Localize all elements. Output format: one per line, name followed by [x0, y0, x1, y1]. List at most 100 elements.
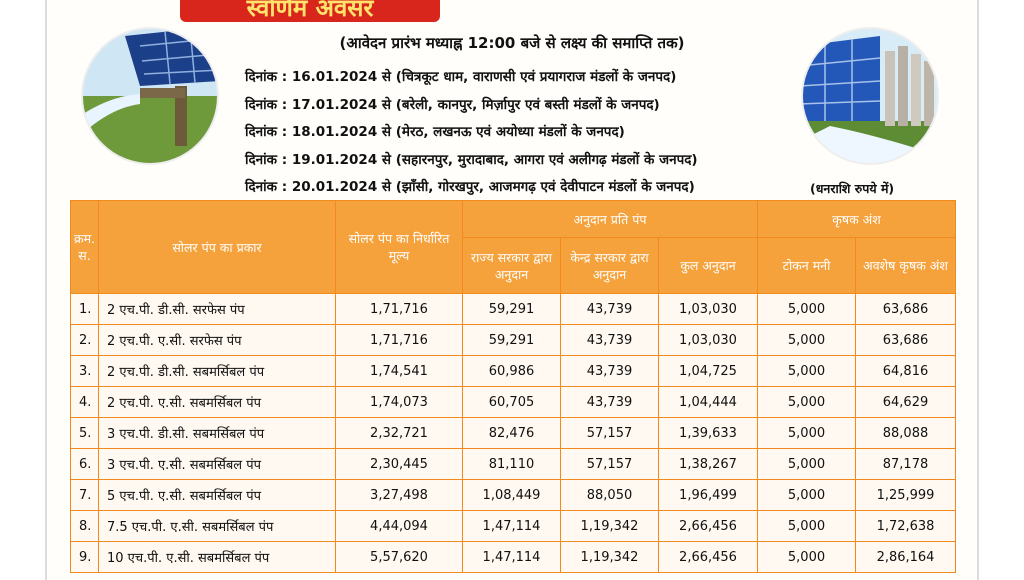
header-cell: टोकन मनी — [757, 237, 856, 294]
table-cell: 5,000 — [757, 355, 856, 387]
table-cell: 82,476 — [462, 417, 561, 449]
table-cell: 81,110 — [462, 448, 561, 480]
pump-type-cell: 10 एच.पी. ए.सी. सबमर्सिबल पंप — [98, 541, 336, 573]
table-cell: 64,629 — [854, 386, 957, 418]
table-cell: 63,686 — [854, 324, 957, 356]
date-line: दिनांक : 19.01.2024 से (सहारनपुर, मुरादा… — [245, 151, 698, 168]
table-row: 7. 5 एच.पी. ए.सी. सबमर्सिबल पंप 3,27,498 1,… — [70, 479, 957, 511]
table-cell: 63,686 — [854, 293, 957, 325]
table-row: 5. 3 एच.पी. डी.सी. सबमर्सिबल पंप 2,32,721 8… — [70, 417, 957, 449]
table-cell: 5,000 — [757, 479, 856, 511]
table-cell: 1,03,030 — [658, 324, 758, 356]
table-cell: 60,986 — [462, 355, 561, 387]
table-cell: 64,816 — [854, 355, 957, 387]
pump-type-cell: 2 एच.पी. डी.सी. सरफेस पंप — [98, 293, 336, 325]
table-cell: 59,291 — [462, 324, 561, 356]
table-cell: 1,39,633 — [658, 417, 758, 449]
header-cell: कुल अनुदान — [658, 237, 758, 294]
pump-type-cell: 2 एच.पी. ए.सी. सरफेस पंप — [98, 324, 336, 356]
table-cell: 43,739 — [560, 355, 659, 387]
header-cell: सोलर पंप का निर्धारित मूल्य — [335, 200, 463, 294]
table-cell: 59,291 — [462, 293, 561, 325]
table-cell: 2. — [70, 324, 99, 356]
table-cell: 2,32,721 — [335, 417, 463, 449]
table-cell: 5,000 — [757, 448, 856, 480]
table-cell: 87,178 — [854, 448, 957, 480]
table-cell: 5,000 — [757, 293, 856, 325]
table-cell: 1,04,444 — [658, 386, 758, 418]
table-cell: 6. — [70, 448, 99, 480]
pump-type-cell: 2 एच.पी. ए.सी. सबमर्सिबल पंप — [98, 386, 336, 418]
table-cell: 1,03,030 — [658, 293, 758, 325]
table-cell: 88,088 — [854, 417, 957, 449]
table-cell: 1,19,342 — [560, 541, 659, 573]
solar-pump-image-left — [81, 27, 219, 165]
table-cell: 43,739 — [560, 324, 659, 356]
table-cell: 1,04,725 — [658, 355, 758, 387]
table-cell: 4. — [70, 386, 99, 418]
table-row: 8. 7.5 एच.पी. ए.सी. सबमर्सिबल पंप 4,44,094… — [70, 510, 957, 542]
table-head: क्रम. स. सोलर पंप का प्रकार सोलर पंप का … — [70, 200, 957, 294]
pump-type-cell: 7.5 एच.पी. ए.सी. सबमर्सिबल पंप — [98, 510, 336, 542]
table-cell: 4,44,094 — [335, 510, 463, 542]
subtitle: (आवेदन प्रारंभ मध्याह्न 12:00 बजे से लक्… — [339, 34, 685, 52]
table-cell: 2,66,456 — [658, 541, 758, 573]
note: (धनराशि रुपये में) — [810, 181, 895, 196]
table-cell: 2,66,456 — [658, 510, 758, 542]
table-row: 6. 3 एच.पी. ए.सी. सबमर्सिबल पंप 2,30,445 81… — [70, 448, 957, 480]
table-cell: 2,30,445 — [335, 448, 463, 480]
table-cell: 1,96,499 — [658, 479, 758, 511]
table-cell: 60,705 — [462, 386, 561, 418]
pump-type-cell: 2 एच.पी. डी.सी. सबमर्सिबल पंप — [98, 355, 336, 387]
table-cell: 88,050 — [560, 479, 659, 511]
group-header: कृषक अंश — [756, 200, 957, 238]
subsidy-table: क्रम. स. सोलर पंप का प्रकार सोलर पंप का … — [70, 200, 957, 573]
pump-type-cell: 3 एच.पी. डी.सी. सबमर्सिबल पंप — [98, 417, 336, 449]
table-cell: 1,19,342 — [560, 510, 659, 542]
table-cell: 1,25,999 — [854, 479, 957, 511]
table-cell: 57,157 — [560, 448, 659, 480]
date-line: दिनांक : 17.01.2024 से (बरेली, कानपुर, म… — [245, 96, 660, 113]
header-cell: राज्य सरकार द्वारा अनुदान — [462, 237, 561, 294]
date-list: दिनांक : 16.01.2024 से (चित्रकूट धाम, वा… — [245, 64, 698, 202]
table-cell: 1,08,449 — [462, 479, 561, 511]
table-cell: 5. — [70, 417, 99, 449]
table-cell: 5,000 — [757, 417, 856, 449]
table-cell: 57,157 — [560, 417, 659, 449]
date-line: दिनांक : 20.01.2024 से (झाँसी, गोरखपुर, … — [245, 179, 695, 195]
table-cell: 5,000 — [757, 541, 856, 573]
solar-pump-image-right — [801, 27, 939, 165]
table-cell: 5,000 — [757, 324, 856, 356]
table-cell: 43,739 — [560, 386, 659, 418]
table-cell: 1,71,716 — [335, 324, 463, 356]
table-cell: 1,47,114 — [462, 510, 561, 542]
header-cell: सोलर पंप का प्रकार — [98, 200, 336, 294]
table-row: 3. 2 एच.पी. डी.सी. सबमर्सिबल पंप 1,74,541 6… — [70, 355, 957, 387]
table-row: 2. 2 एच.पी. ए.सी. सरफेस पंप 1,71,716 59,291… — [70, 324, 957, 356]
table-row: 9. 10 एच.पी. ए.सी. सबमर्सिबल पंप 5,57,620 1… — [70, 541, 957, 573]
table-cell: 1,38,267 — [658, 448, 758, 480]
header-row: राज्य सरकार द्वारा अनुदान केन्द्र सरकार … — [71, 237, 957, 294]
table-cell: 2,86,164 — [854, 541, 957, 573]
pump-type-cell: 3 एच.पी. ए.सी. सबमर्सिबल पंप — [98, 448, 336, 480]
header-cell: केन्द्र सरकार द्वारा अनुदान — [560, 237, 659, 294]
table-body: 1. 2 एच.पी. डी.सी. सरफेस पंप 1,71,716 59,29… — [70, 293, 957, 573]
table-cell: 3. — [70, 355, 99, 387]
table-cell: 9. — [70, 541, 99, 573]
table-row: 1. 2 एच.पी. डी.सी. सरफेस पंप 1,71,716 59,29… — [70, 293, 957, 325]
header-cell: क्रम. स. — [70, 200, 99, 294]
table-cell: 1,72,638 — [854, 510, 957, 542]
table-cell: 1,74,541 — [335, 355, 463, 387]
pump-type-cell: 5 एच.पी. ए.सी. सबमर्सिबल पंप — [98, 479, 336, 511]
group-header: अनुदान प्रति पंप — [462, 200, 758, 238]
table-cell: 1,47,114 — [462, 541, 561, 573]
header-cell: अवशेष कृषक अंश — [854, 237, 957, 294]
table-cell: 1. — [70, 293, 99, 325]
date-line: दिनांक : 16.01.2024 से (चित्रकूट धाम, वा… — [245, 69, 677, 85]
date-line: दिनांक : 18.01.2024 से (मेरठ, लखनऊ एवं अ… — [245, 124, 625, 140]
table-cell: 43,739 — [560, 293, 659, 325]
banner-title: स्वर्णिम अवसर — [180, 0, 440, 22]
table-row: 4. 2 एच.पी. ए.सी. सबमर्सिबल पंप 1,74,073 60… — [70, 386, 957, 418]
table-cell: 1,74,073 — [335, 386, 463, 418]
